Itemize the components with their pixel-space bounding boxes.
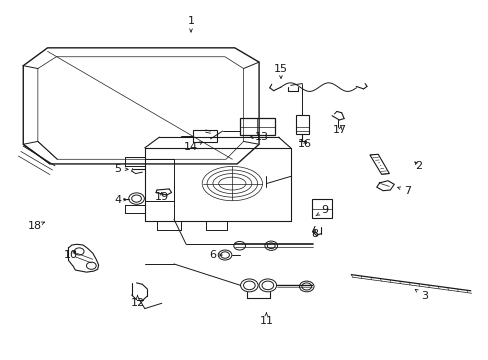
Text: 8: 8 (311, 229, 318, 239)
Text: 18: 18 (27, 221, 44, 231)
Text: 6: 6 (209, 250, 222, 260)
Circle shape (240, 279, 258, 292)
Circle shape (233, 242, 245, 250)
Bar (311, 199, 331, 217)
Text: 7: 7 (397, 186, 410, 196)
Text: 4: 4 (114, 195, 127, 204)
Text: 2: 2 (414, 161, 421, 171)
Text: 3: 3 (414, 289, 427, 301)
Text: 9: 9 (315, 205, 327, 216)
Text: 10: 10 (64, 250, 78, 260)
Text: 16: 16 (298, 139, 312, 149)
Text: 11: 11 (259, 313, 273, 326)
Text: 19: 19 (155, 192, 168, 202)
Polygon shape (369, 154, 388, 174)
Bar (239, 118, 274, 135)
Circle shape (128, 193, 144, 204)
Text: 13: 13 (250, 132, 268, 142)
Bar (295, 114, 308, 134)
Text: 12: 12 (130, 296, 144, 308)
Text: 14: 14 (183, 142, 202, 152)
Text: 17: 17 (332, 125, 346, 135)
Bar (193, 130, 216, 143)
Circle shape (218, 250, 231, 260)
Circle shape (299, 281, 313, 292)
Circle shape (264, 241, 277, 250)
Text: 5: 5 (114, 164, 128, 174)
Text: 1: 1 (187, 16, 194, 32)
Text: 15: 15 (273, 64, 287, 78)
Circle shape (259, 279, 276, 292)
